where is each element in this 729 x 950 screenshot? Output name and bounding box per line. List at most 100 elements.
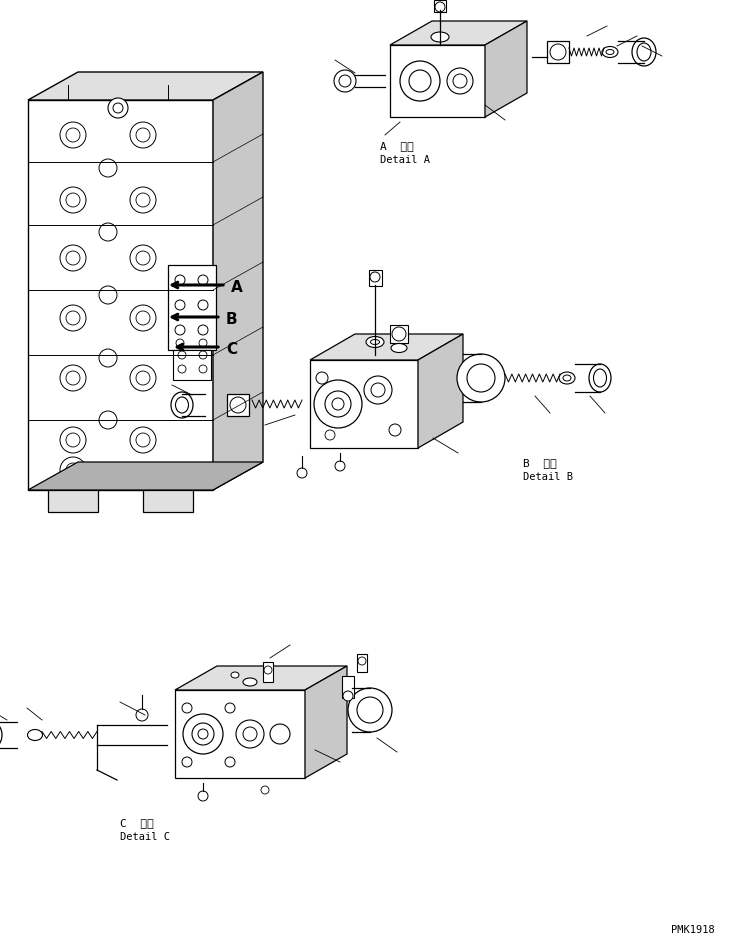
Circle shape — [130, 245, 156, 271]
Polygon shape — [28, 100, 213, 490]
Ellipse shape — [431, 32, 449, 42]
Ellipse shape — [176, 397, 189, 413]
Polygon shape — [485, 21, 527, 117]
Circle shape — [130, 305, 156, 331]
Circle shape — [130, 122, 156, 148]
Polygon shape — [310, 360, 418, 448]
Circle shape — [66, 371, 80, 385]
Circle shape — [99, 411, 117, 429]
Circle shape — [182, 757, 192, 767]
Circle shape — [199, 365, 207, 373]
Circle shape — [435, 2, 445, 12]
Bar — [357, 654, 367, 672]
Bar — [48, 490, 98, 512]
Ellipse shape — [632, 38, 656, 66]
Text: C: C — [226, 343, 237, 357]
Ellipse shape — [366, 336, 384, 348]
Circle shape — [225, 703, 235, 713]
Circle shape — [60, 457, 86, 483]
Bar — [369, 270, 382, 286]
Ellipse shape — [28, 730, 42, 740]
Circle shape — [60, 187, 86, 213]
Circle shape — [316, 372, 328, 384]
Circle shape — [183, 714, 223, 754]
Text: PMK1918: PMK1918 — [671, 925, 715, 935]
Text: A  詳細: A 詳細 — [380, 141, 414, 151]
Circle shape — [136, 433, 150, 447]
Polygon shape — [390, 45, 485, 117]
Bar — [143, 490, 193, 512]
Circle shape — [99, 286, 117, 304]
Circle shape — [66, 463, 80, 477]
Circle shape — [370, 272, 380, 282]
Circle shape — [113, 103, 123, 113]
Circle shape — [392, 327, 406, 341]
Ellipse shape — [243, 678, 257, 686]
Circle shape — [176, 339, 184, 347]
Polygon shape — [310, 334, 463, 360]
Text: Detail C: Detail C — [120, 832, 170, 842]
Ellipse shape — [559, 372, 575, 384]
Circle shape — [175, 275, 185, 285]
Circle shape — [357, 697, 383, 723]
Circle shape — [136, 709, 148, 721]
Circle shape — [348, 688, 392, 732]
Circle shape — [264, 666, 272, 674]
Polygon shape — [175, 690, 305, 778]
Polygon shape — [418, 334, 463, 448]
Circle shape — [60, 427, 86, 453]
Ellipse shape — [171, 392, 193, 418]
Polygon shape — [305, 666, 347, 778]
Circle shape — [409, 70, 431, 92]
Ellipse shape — [606, 49, 614, 54]
Bar — [227, 394, 249, 416]
Ellipse shape — [589, 364, 611, 392]
Ellipse shape — [602, 47, 618, 58]
Ellipse shape — [370, 339, 380, 345]
Circle shape — [236, 720, 264, 748]
Circle shape — [99, 223, 117, 241]
Circle shape — [325, 430, 335, 440]
Circle shape — [335, 461, 345, 471]
Circle shape — [178, 365, 186, 373]
Text: A: A — [231, 280, 243, 295]
Circle shape — [192, 723, 214, 745]
Circle shape — [60, 245, 86, 271]
Bar — [547, 41, 569, 63]
Circle shape — [453, 74, 467, 88]
Circle shape — [66, 128, 80, 142]
Circle shape — [136, 251, 150, 265]
Circle shape — [400, 61, 440, 101]
Circle shape — [550, 44, 566, 60]
Circle shape — [60, 122, 86, 148]
Circle shape — [261, 786, 269, 794]
Ellipse shape — [231, 672, 239, 678]
Circle shape — [178, 351, 186, 359]
Circle shape — [389, 424, 401, 436]
Circle shape — [136, 371, 150, 385]
Circle shape — [175, 325, 185, 335]
Circle shape — [467, 364, 495, 392]
Circle shape — [230, 397, 246, 413]
Circle shape — [198, 325, 208, 335]
Circle shape — [99, 349, 117, 367]
Bar — [390, 325, 408, 343]
Circle shape — [334, 70, 356, 92]
Bar — [263, 662, 273, 682]
Circle shape — [225, 757, 235, 767]
Circle shape — [198, 300, 208, 310]
Circle shape — [136, 128, 150, 142]
Ellipse shape — [593, 369, 607, 387]
Text: B: B — [226, 313, 238, 328]
Circle shape — [60, 305, 86, 331]
Circle shape — [457, 354, 505, 402]
Circle shape — [199, 339, 207, 347]
Circle shape — [66, 311, 80, 325]
Circle shape — [130, 187, 156, 213]
Circle shape — [136, 193, 150, 207]
Bar — [173, 350, 211, 380]
Circle shape — [99, 159, 117, 177]
Polygon shape — [175, 666, 347, 690]
Text: B  詳細: B 詳細 — [523, 458, 557, 468]
Circle shape — [198, 729, 208, 739]
